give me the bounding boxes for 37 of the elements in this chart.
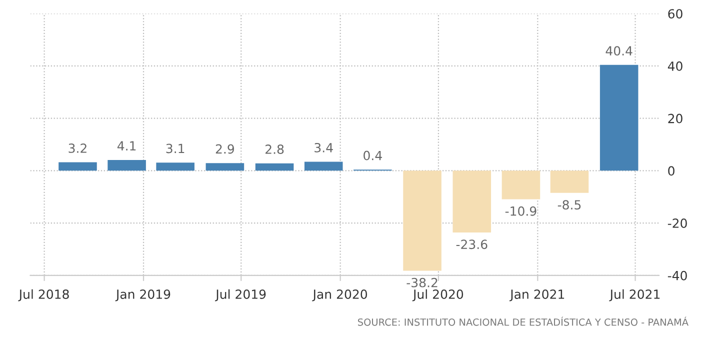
- x-tick-label: Jul 2018: [18, 289, 69, 302]
- x-tick-label: Jul 2020: [412, 289, 464, 302]
- data-label: 3.2: [68, 143, 86, 153]
- x-tick-label: Jan 2019: [115, 290, 170, 302]
- data-label: 3.4: [314, 142, 333, 152]
- data-label: -38.2: [406, 278, 438, 288]
- y-tick-label: 0: [668, 166, 674, 176]
- data-label: 4.1: [117, 141, 136, 150]
- y-tick-label: -40: [668, 270, 687, 280]
- data-label: 2.9: [216, 144, 234, 154]
- data-label: 0.4: [364, 150, 382, 160]
- data-label: -23.6: [456, 240, 488, 250]
- bar: [206, 163, 244, 171]
- x-tick-label: Jan 2021: [510, 290, 564, 302]
- x-tick-label: Jul 2021: [609, 289, 660, 302]
- data-label: -10.9: [505, 206, 536, 216]
- bar: [304, 162, 343, 171]
- y-tick-label: 60: [668, 9, 682, 19]
- bar: [108, 160, 146, 171]
- x-tick-label: Jul 2019: [215, 289, 266, 302]
- x-tick-label: Jan 2020: [312, 290, 368, 302]
- y-tick-label: 20: [668, 114, 682, 124]
- bar: [156, 162, 194, 171]
- data-label: -8.5: [558, 200, 581, 210]
- y-tick-label: 40: [668, 61, 682, 71]
- bar: [502, 170, 540, 200]
- data-label: 40.4: [606, 46, 632, 56]
- bar: [255, 163, 294, 171]
- bar: [403, 170, 442, 271]
- data-label: 3.1: [166, 144, 184, 154]
- data-label: 2.8: [266, 144, 284, 154]
- source-note: SOURCE: INSTITUTO NACIONAL DE ESTADÍSTICA Y CENSO - PANAMÁ: [358, 316, 688, 326]
- bar: [58, 162, 97, 171]
- bar: [452, 170, 492, 232]
- y-tick-label: -20: [668, 218, 687, 228]
- bar: [600, 64, 638, 171]
- bar: [550, 170, 589, 193]
